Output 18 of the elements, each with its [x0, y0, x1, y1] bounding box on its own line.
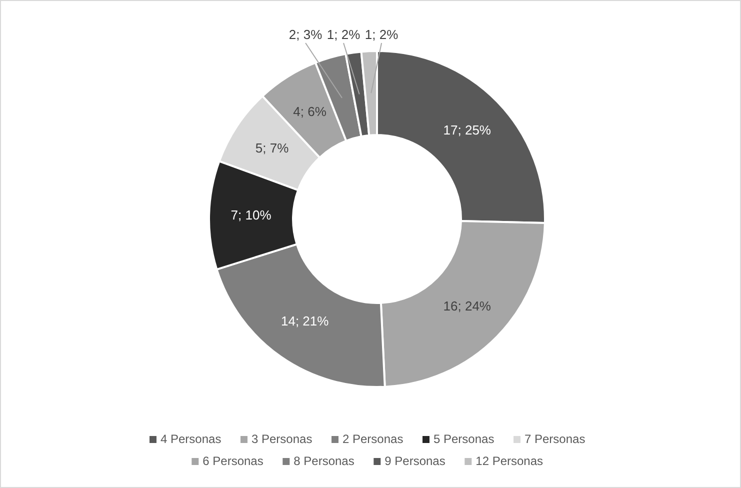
data-label: 2; 3%	[288, 27, 323, 42]
data-label: 1; 2%	[326, 27, 361, 42]
legend-label: 6 Personas	[202, 454, 264, 468]
legend-label: 2 Personas	[342, 432, 404, 446]
legend-label: 7 Personas	[524, 432, 586, 446]
data-label: 5; 7%	[255, 140, 290, 156]
data-label: 4; 6%	[293, 104, 327, 119]
legend-label: 3 Personas	[252, 432, 312, 446]
legend-label: 5 Personas	[434, 432, 494, 446]
data-label: 17; 25%	[443, 122, 492, 138]
legend-label: 4 Personas	[160, 432, 222, 446]
data-label: 1; 2%	[364, 27, 399, 42]
legend-label: 8 Personas	[294, 454, 354, 468]
legend-label: 9 Personas	[384, 454, 446, 468]
data-label: 7; 10%	[230, 207, 272, 222]
data-label: 16; 24%	[443, 298, 492, 314]
legend-label: 12 Personas	[476, 454, 544, 468]
data-label: 14; 21%	[281, 314, 330, 329]
